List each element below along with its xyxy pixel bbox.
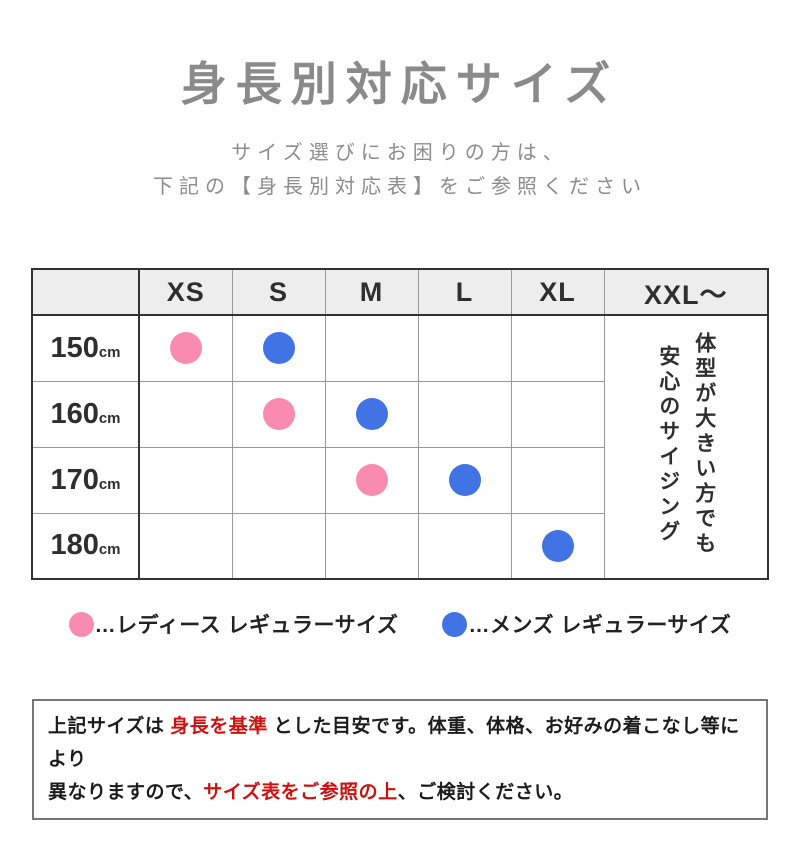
row-label-180cm: 180cm [31, 512, 140, 580]
note-text: 異なりますので、 [48, 782, 204, 803]
subtitle-line-1: サイズ選びにお困りの方は、 [231, 142, 569, 164]
note-text: とした目安です。体重、体格、お好みの着こなし等により [48, 716, 740, 770]
size-table-body: 150cm 体型が大きい方でも 安心のサイジング 160cm 170cm 180cm [31, 314, 769, 580]
row-label-170cm: 170cm [31, 446, 140, 514]
corner-header-cell [31, 268, 140, 316]
cell-180cm-XL [510, 512, 605, 580]
table-row-160cm: 160cm [31, 380, 768, 448]
col-header-l: L [417, 268, 512, 316]
ladies-dot [68, 611, 94, 637]
note-line-1: 上記サイズは 身長を基準 とした目安です。体重、体格、お好みの着こなし等により [48, 710, 752, 776]
legend-label-ladies: …レディース レギュラーサイズ [94, 614, 399, 637]
cell-170cm-S [231, 446, 326, 514]
size-table: XS S M L XL XXL〜 150cm 体型が大きい方でも 安心のサイジング 1… [31, 268, 769, 580]
note-text: 上記サイズは [48, 716, 171, 737]
subtitle: サイズ選びにお困りの方は、 下記の【身長別対応表】をご参照ください [0, 136, 800, 204]
col-header-s: S [231, 268, 326, 316]
xxl-annotation-cell: 体型が大きい方でも 安心のサイジング [603, 314, 769, 580]
cell-160cm-L [417, 380, 512, 448]
col-header-xxl: XXL〜 [603, 268, 769, 316]
cell-150cm-XS [138, 314, 233, 382]
col-header-xs: XS [138, 268, 233, 316]
row-label-160cm: 160cm [31, 380, 140, 448]
ladies-dot [262, 398, 295, 430]
cell-160cm-XS [138, 380, 233, 448]
mens-dot [262, 332, 295, 365]
cell-160cm-M [324, 380, 419, 448]
col-header-m: M [324, 268, 419, 316]
mens-dot [448, 464, 481, 496]
page-title: 身長別対応サイズ [180, 58, 620, 110]
table-row-150cm: 150cm 体型が大きい方でも 安心のサイジング [31, 314, 769, 580]
cell-150cm-S [231, 314, 326, 382]
cell-180cm-XS [138, 512, 233, 580]
table-row-170cm: 170cm [31, 446, 768, 514]
mens-dot [541, 529, 574, 562]
cell-150cm-M [324, 314, 419, 382]
cell-150cm-XL [510, 314, 605, 382]
cell-180cm-M [324, 512, 419, 580]
col-header-xl: XL [510, 268, 605, 316]
note-box: 上記サイズは 身長を基準 とした目安です。体重、体格、お好みの着こなし等により異… [32, 699, 768, 820]
legend: …レディース レギュラーサイズ …メンズ レギュラーサイズ [0, 609, 800, 639]
legend-label-mens: …メンズ レギュラーサイズ [468, 614, 732, 637]
mens-dot [442, 611, 468, 637]
legend-item-mens: …メンズ レギュラーサイズ [442, 609, 731, 639]
cell-180cm-L [417, 512, 512, 580]
table-row-180cm: 180cm [31, 512, 768, 580]
note-highlight: サイズ表をご参照の上 [203, 782, 398, 803]
note-line-2: 異なりますので、サイズ表をご参照の上、ご検討ください。 [48, 776, 752, 809]
table-header-row: XS S M L XL XXL〜 [31, 268, 769, 316]
subtitle-line-2: 下記の【身長別対応表】をご参照ください [153, 176, 647, 198]
cell-170cm-XL [510, 446, 605, 514]
size-guide-page: 身長別対応サイズ サイズ選びにお困りの方は、 下記の【身長別対応表】をご参照くだ… [0, 48, 800, 848]
ladies-dot [169, 332, 202, 365]
note-text: 、ご検討ください。 [397, 782, 574, 803]
cell-180cm-S [231, 512, 326, 580]
mens-dot [355, 398, 388, 430]
cell-170cm-M [324, 446, 419, 514]
cell-170cm-L [417, 446, 512, 514]
legend-item-ladies: …レディース レギュラーサイズ [68, 609, 399, 639]
cell-150cm-L [417, 314, 512, 382]
ladies-dot [355, 464, 388, 496]
cell-170cm-XS [138, 446, 233, 514]
cell-160cm-S [231, 380, 326, 448]
note-highlight: 身長を基準 [170, 716, 268, 737]
xxl-annotation-text: 体型が大きい方でも 安心のサイジング [656, 332, 716, 557]
cell-160cm-XL [510, 380, 605, 448]
row-label-150cm: 150cm [31, 314, 140, 382]
